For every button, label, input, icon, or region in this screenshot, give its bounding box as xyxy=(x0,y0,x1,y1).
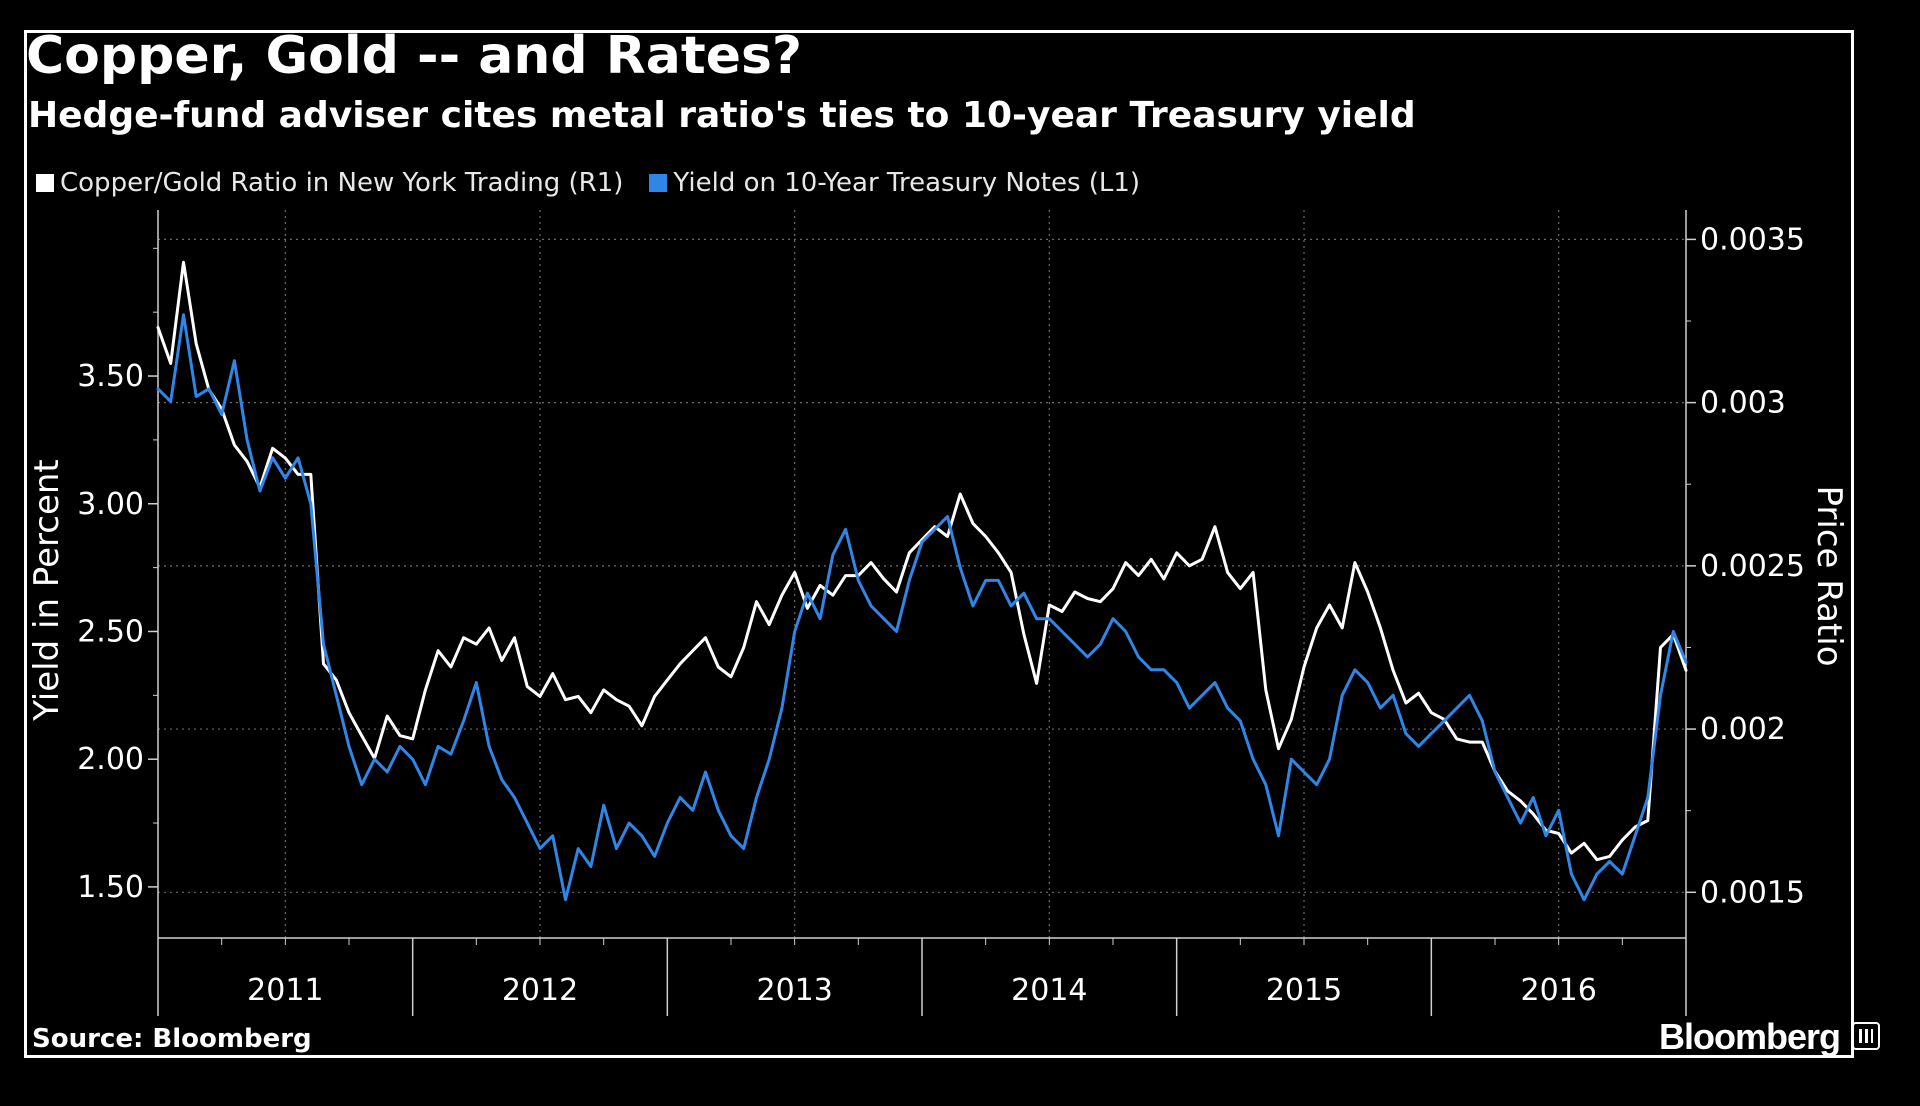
axes: 1.50 2.00 2.50 3.00 3.50 0.0015 0.002 0.0025 0.0… xyxy=(77,210,1805,1016)
right-tick-label-2: 0.0025 xyxy=(1700,549,1805,584)
chart-frame xyxy=(24,30,1854,1058)
grid-lines xyxy=(158,210,1686,938)
series-lines xyxy=(156,260,1688,902)
right-axis-title: Price Ratio xyxy=(1809,485,1849,666)
chart-title: Copper, Gold -- and Rates? xyxy=(26,26,803,86)
x-tick-label-5: 2016 xyxy=(1520,973,1596,1008)
legend-label-treasury: Yield on 10-Year Treasury Notes (L1) xyxy=(673,168,1141,198)
right-tick-label-4: 0.0035 xyxy=(1700,222,1805,257)
series-line-copper-gold xyxy=(156,260,1688,862)
x-tick-label-1: 2012 xyxy=(502,973,578,1008)
x-tick-label-3: 2014 xyxy=(1011,973,1087,1008)
bloomberg-logo: Bloomberg xyxy=(1658,1016,1841,1057)
left-tick-label-3: 3.00 xyxy=(77,487,144,522)
series-line-treasury xyxy=(156,313,1688,902)
legend-swatch-copper-gold xyxy=(36,174,54,192)
legend: Copper/Gold Ratio in New York Trading (R… xyxy=(36,168,1166,198)
x-tick-label-0: 2011 xyxy=(247,973,323,1008)
right-tick-label-1: 0.002 xyxy=(1700,712,1786,747)
legend-swatch-treasury xyxy=(649,174,668,192)
x-tick-label-4: 2015 xyxy=(1266,973,1342,1008)
left-tick-label-4: 3.50 xyxy=(77,359,144,394)
left-tick-label-0: 1.50 xyxy=(77,870,144,905)
legend-item-treasury: Yield on 10-Year Treasury Notes (L1) xyxy=(649,168,1140,198)
chart-subtitle: Hedge-fund adviser cites metal ratio's t… xyxy=(28,95,1416,136)
bloomberg-terminal-icon xyxy=(1852,1022,1880,1050)
right-tick-label-3: 0.003 xyxy=(1700,386,1786,421)
right-tick-label-0: 0.0015 xyxy=(1700,875,1805,910)
legend-item-copper-gold: Copper/Gold Ratio in New York Trading (R… xyxy=(36,168,623,198)
source-note: Source: Bloomberg xyxy=(32,1024,312,1054)
left-tick-label-1: 2.00 xyxy=(77,742,144,777)
left-tick-label-2: 2.50 xyxy=(77,614,144,649)
x-tick-label-2: 2013 xyxy=(756,973,832,1008)
left-axis-title: Yield in Percent xyxy=(27,459,67,722)
legend-label-copper-gold: Copper/Gold Ratio in New York Trading (R… xyxy=(60,168,624,198)
